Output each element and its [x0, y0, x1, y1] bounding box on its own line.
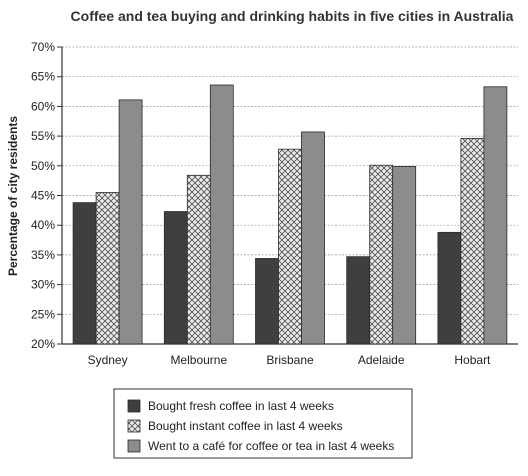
- bar-adelaide-series-1: [346, 256, 371, 345]
- y-tick-label: 35%: [31, 248, 55, 262]
- bar-sydney-series-3: [118, 99, 143, 345]
- bar-adelaide-series-3: [392, 165, 417, 345]
- bar-brisbane-series-3: [301, 131, 325, 345]
- bar-sydney-series-2: [95, 192, 120, 345]
- y-tick-label: 60%: [31, 99, 55, 113]
- y-tick-labels: 20% 25% 30% 35% 40% 45% 50% 55% 60% 65% 70%: [31, 40, 55, 351]
- y-tick-label: 25%: [31, 307, 55, 321]
- x-tick-label: Brisbane: [266, 353, 314, 367]
- legend-label-1: Bought fresh coffee in last 4 weeks: [148, 399, 334, 413]
- y-tick-label: 30%: [31, 278, 55, 292]
- y-axis-title: Percentage of city residents: [6, 116, 20, 276]
- y-tick-label: 45%: [31, 189, 55, 203]
- x-tick-label: Hobart: [454, 353, 491, 367]
- bar-melbourne-series-3: [209, 84, 234, 345]
- bar-hobart-series-3: [483, 86, 508, 345]
- x-tick-labels: Sydney Melbourne Brisbane Adelaide Hobart: [88, 353, 491, 367]
- bar-melbourne-series-2: [186, 174, 211, 345]
- bar-hobart-series-2: [460, 138, 485, 345]
- legend-label-2: Bought instant coffee in last 4 weeks: [148, 419, 343, 433]
- bar-brisbane-series-1: [255, 258, 279, 345]
- bar-brisbane-series-2: [278, 148, 302, 345]
- y-tick-label: 55%: [31, 129, 55, 143]
- x-tick-label: Melbourne: [170, 353, 227, 367]
- bars: [72, 84, 508, 345]
- legend-box: [113, 388, 413, 459]
- bar-melbourne-series-1: [163, 211, 188, 345]
- y-tick-label: 40%: [31, 218, 55, 232]
- legend-swatch-3: [127, 439, 141, 453]
- legend: Bought fresh coffee in last 4 weeks Bough…: [113, 388, 413, 459]
- legend-swatch-2: [127, 419, 141, 433]
- y-tick-label: 20%: [31, 337, 55, 351]
- y-tick-label: 70%: [31, 40, 55, 54]
- x-tick-label: Sydney: [88, 353, 128, 367]
- legend-label-3: Went to a café for coffee or tea in last…: [148, 439, 394, 453]
- y-tick-label: 65%: [31, 70, 55, 84]
- y-tick-label: 50%: [31, 159, 55, 173]
- bar-adelaide-series-2: [369, 164, 394, 345]
- bar-sydney-series-1: [72, 202, 97, 345]
- legend-swatch-1: [127, 399, 141, 413]
- chart-title: Coffee and tea buying and drinking habit…: [71, 8, 514, 24]
- bar-hobart-series-1: [437, 231, 462, 345]
- x-tick-label: Adelaide: [358, 353, 405, 367]
